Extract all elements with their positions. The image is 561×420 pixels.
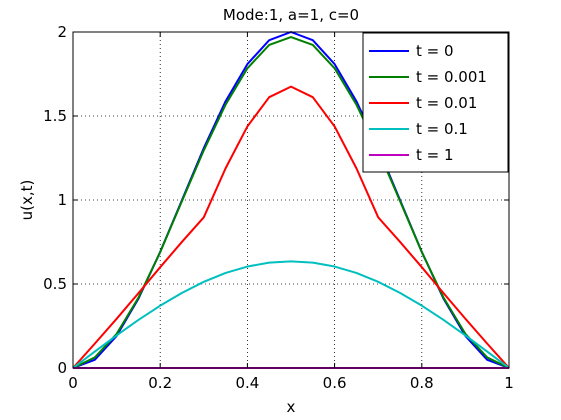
legend-label-4: t = 1 (416, 146, 454, 164)
legend-label-0: t = 0 (416, 42, 454, 60)
x-tick-label: 0 (68, 374, 78, 392)
legend: t = 0 t = 0.001 t = 0.01 t = 0.1 t = 1 (362, 32, 509, 173)
y-tick-label: 1.5 (43, 107, 67, 125)
y-axis-label: u(x,t) (18, 180, 36, 221)
legend-label-3: t = 0.1 (416, 120, 468, 138)
legend-label-2: t = 0.01 (416, 94, 477, 112)
x-tick-label: 0.2 (148, 374, 172, 392)
x-tick-label: 0.4 (235, 374, 259, 392)
y-tick-label: 1 (57, 191, 67, 209)
x-tick-label: 1 (504, 374, 514, 392)
x-axis-label: x (287, 398, 296, 416)
series-line-2 (72, 85, 510, 369)
x-tick-label: 0.6 (323, 374, 347, 392)
y-tick-label: 0 (57, 359, 67, 377)
y-tick-label: 0.5 (43, 275, 67, 293)
x-tick-label: 0.8 (410, 374, 434, 392)
series-line-3 (72, 260, 510, 369)
legend-label-1: t = 0.001 (416, 68, 487, 86)
chart-title: Mode:1, a=1, c=0 (223, 6, 359, 24)
ticks (72, 31, 510, 369)
series-line-1 (72, 36, 510, 369)
tick-labels: 0 0.2 0.4 0.6 0.8 1 0 0.5 1 1.5 2 (43, 23, 514, 392)
y-tick-label: 2 (57, 23, 67, 41)
